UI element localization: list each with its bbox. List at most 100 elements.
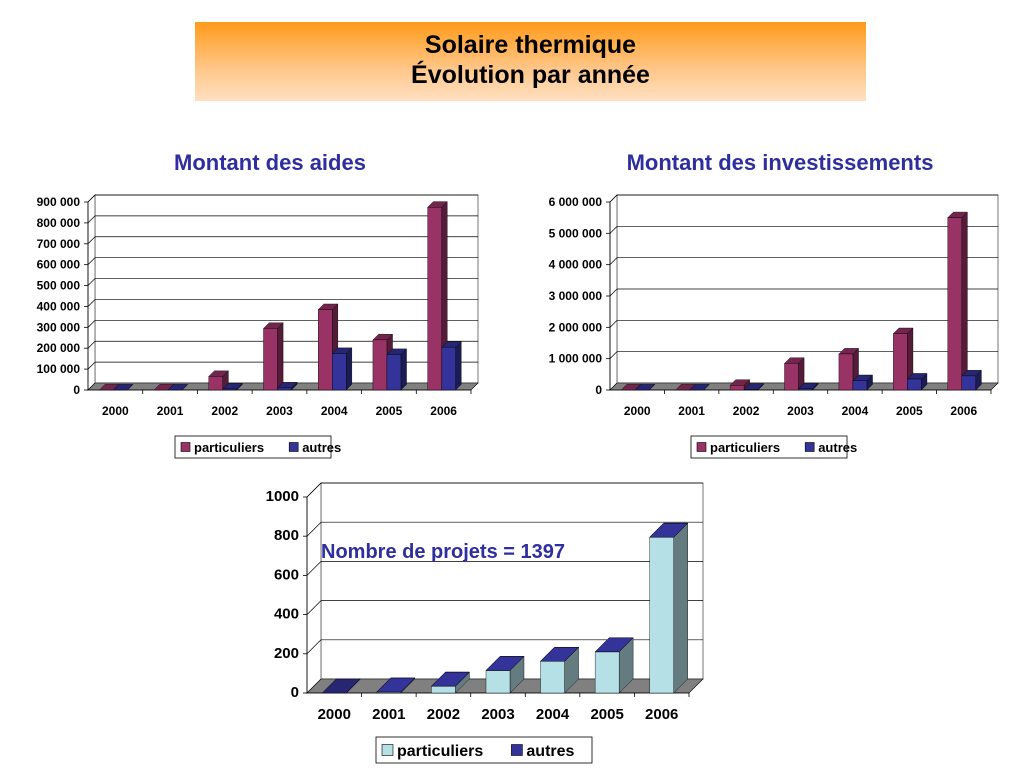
chart1-bar-particuliers (427, 207, 442, 391)
chart2-bar-particuliers-side (961, 211, 968, 391)
chart1-xtick-label: 2000 (102, 404, 129, 418)
chart1-legend-swatch-autres (288, 442, 299, 452)
chart3-gridline-side (306, 639, 322, 655)
chart3-side-wall (306, 482, 322, 694)
chart3-xtick-label: 2006 (645, 706, 678, 723)
chart2-bar-particuliers (947, 217, 962, 391)
chart1-ytick-label: 100 000 (37, 362, 81, 376)
chart3-bar-particuliers (649, 536, 674, 694)
chart3-xtick-label: 2004 (536, 706, 570, 723)
chart2-gridline-side (609, 320, 618, 328)
chart2-xtick-label: 2002 (733, 404, 760, 418)
chart3-bar-particuliers-side (673, 522, 688, 694)
chart3-bar-particuliers (594, 651, 620, 694)
chart3-ytick-label: 600 (274, 566, 299, 583)
chart2-ytick-label: 2 000 000 (549, 320, 603, 334)
chart3-ytick-label: 800 (274, 527, 299, 544)
chart2-bar-particuliers (838, 353, 854, 391)
chart1-group: 0 100 000 200 000 300 000 400 000 500 000 600 … (37, 194, 479, 459)
chart3-ytick-label: 0 (291, 684, 299, 701)
chart1-title: Montant des aides (174, 150, 366, 175)
chart2-ytick-label: 6 000 000 (549, 195, 603, 209)
chart1-bar-particuliers (263, 328, 278, 391)
chart3-bar-cap (485, 656, 525, 671)
chart1-bar-autres-side (346, 347, 353, 391)
chart3-gridline-side (306, 482, 322, 498)
chart1-legend-label-particuliers: particuliers (194, 440, 264, 455)
chart3-ytick-label: 200 (274, 645, 299, 662)
chart3-plot-wall (320, 482, 704, 680)
chart1-plot-wall (94, 194, 479, 384)
chart3-legend-label-particuliers: particuliers (397, 743, 483, 760)
chart1-xtick-label: 2004 (321, 404, 348, 418)
chart3-legend (375, 736, 593, 764)
chart1-bar-autres (277, 387, 292, 391)
chart1-ytick-label: 200 000 (37, 341, 81, 355)
chart2-title: Montant des investissements (626, 150, 934, 175)
chart2-bar-autres (907, 378, 922, 391)
chart3-xtick-label: 2000 (318, 706, 351, 723)
chart1-gridline-side (87, 236, 96, 245)
chart3-gridline-side (306, 561, 322, 576)
chart2-bar-autres-top (689, 384, 710, 391)
chart2-gridline-side (609, 194, 618, 203)
chart3-xtick-label: 2005 (590, 706, 623, 723)
chart1-bar-autres-side (400, 348, 407, 391)
chart2-legend (690, 435, 848, 459)
chart1-gridline-side (87, 320, 96, 328)
chart1-ytick-label: 600 000 (37, 258, 81, 272)
chart1-bar-autres-side (455, 341, 462, 391)
chart1-ytick-label: 900 000 (37, 195, 81, 209)
chart3-legend-swatch-autres (511, 744, 523, 756)
chart3-bar-cap (539, 646, 580, 662)
chart2-xtick-label: 2003 (787, 404, 814, 418)
chart3-ytick-label: 1000 (266, 488, 299, 505)
chart3-gridline-side (306, 521, 322, 537)
chart3-legend-swatch-particuliers (381, 744, 394, 756)
slide-title: Solaire thermique (424, 31, 637, 59)
chart3-bar-cap (594, 637, 634, 653)
chart1-gridline-side (87, 215, 96, 224)
chart3-legend-label-autres: autres (526, 743, 574, 760)
chart2-group: 0 1 000 000 2 000 000 3 000 000 4 000 000 5 0… (549, 194, 999, 459)
chart1-xtick-label: 2005 (376, 404, 403, 418)
chart2-legend-label-particuliers: particuliers (710, 440, 780, 455)
chart2-bar-autres (852, 380, 868, 391)
chart3-xtick-label: 2003 (481, 706, 514, 723)
chart1-bar-autres (332, 353, 347, 391)
chart1-ytick-label: 300 000 (37, 320, 81, 334)
chart2-gridline-side (609, 288, 618, 297)
chart2-bar-autres (961, 375, 976, 391)
chart1-bar-particuliers (372, 339, 388, 391)
chart1-gridline-side (87, 299, 96, 307)
chart1-bar-autres (386, 354, 402, 391)
chart2-ytick-label: 4 000 000 (549, 258, 603, 272)
chart2-ytick-label: 0 (595, 383, 602, 397)
chart2-ytick-label: 5 000 000 (549, 226, 603, 240)
chart1-gridline-side (87, 340, 96, 349)
chart1-legend-label-autres: autres (302, 440, 341, 455)
chart2-xtick-label: 2004 (842, 404, 869, 418)
chart3-gridline-side (306, 600, 322, 615)
chart2-ytick-label: 1 000 000 (549, 352, 603, 366)
chart1-ytick-label: 0 (73, 383, 80, 397)
chart3-bar-cap (649, 522, 689, 538)
chart2-legend-swatch-particuliers (696, 442, 707, 452)
chart2-bar-particuliers (893, 333, 908, 391)
slide-subtitle: Évolution par année (411, 61, 650, 89)
chart1-xtick-label: 2002 (211, 404, 238, 418)
chart3-bar-particuliers (540, 661, 565, 694)
chart2-ytick-label: 3 000 000 (549, 289, 603, 303)
chart2-xtick-label: 2001 (678, 404, 705, 418)
chart2-gridline-side (609, 226, 618, 234)
chart1-ytick-label: 700 000 (37, 237, 81, 251)
chart3-ytick-label: 400 (274, 606, 299, 623)
chart2-bar-particuliers (784, 363, 799, 391)
chart3-bar-cap (376, 677, 416, 693)
chart1-bar-autres-top (112, 384, 134, 391)
chart2-gridline-side (609, 257, 618, 265)
chart3-xtick-label: 2002 (427, 706, 460, 723)
chart2-xtick-label: 2000 (624, 404, 651, 418)
chart1-xtick-label: 2006 (430, 404, 457, 418)
